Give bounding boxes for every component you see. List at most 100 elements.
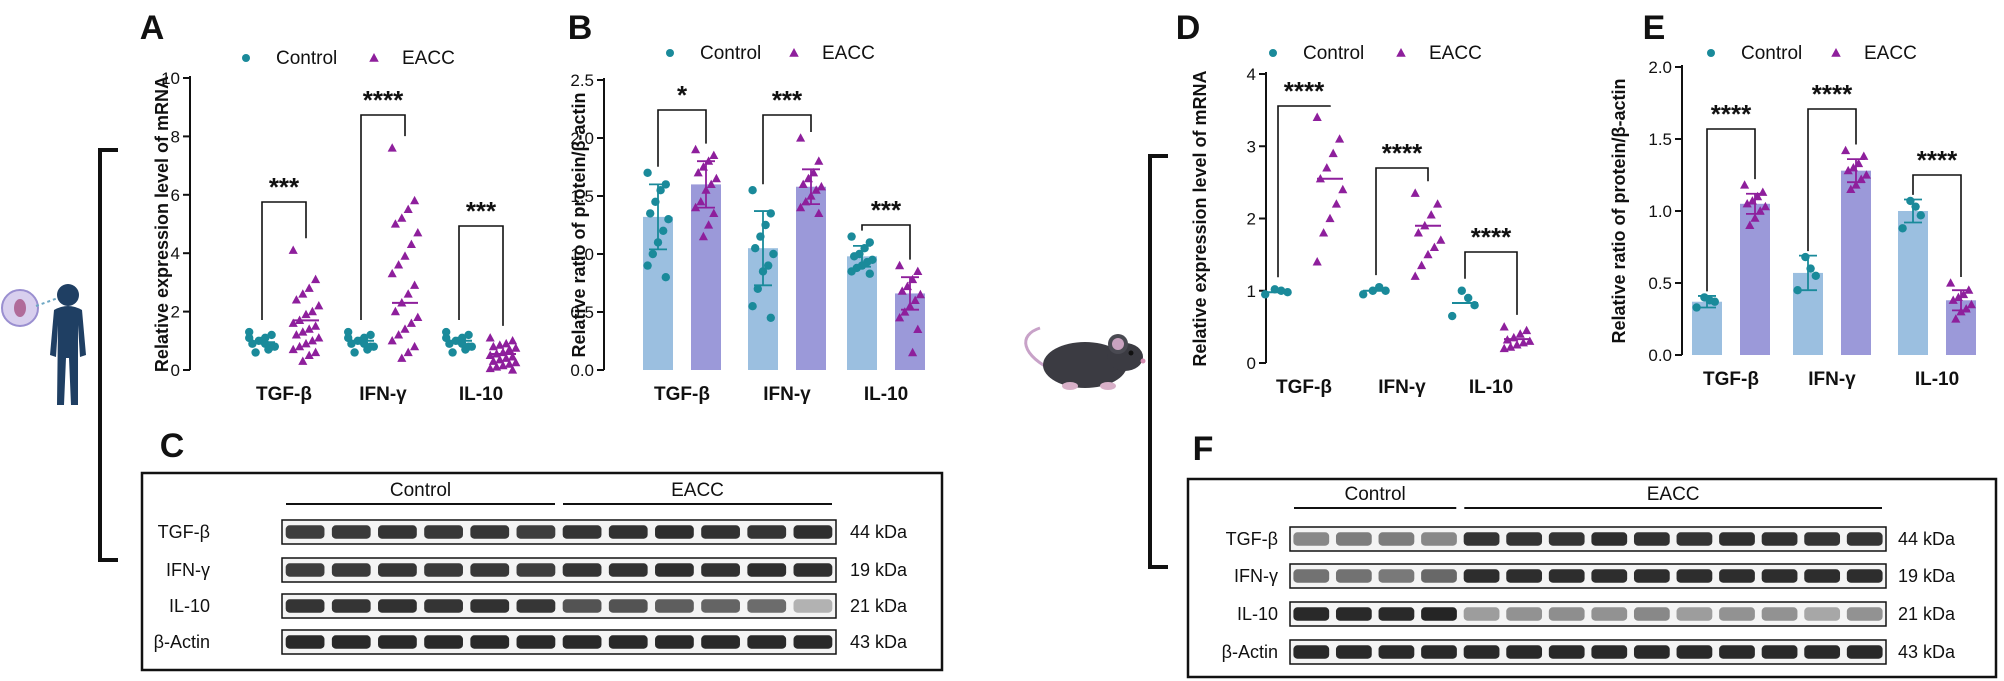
legend-control-marker bbox=[1707, 49, 1715, 57]
data-point-eacc bbox=[1328, 148, 1338, 158]
blot-row-label: TGF-β bbox=[1226, 529, 1278, 549]
data-point-control bbox=[651, 197, 660, 206]
data-point-eacc bbox=[403, 289, 413, 298]
data-point-control bbox=[442, 333, 451, 343]
data-point-eacc bbox=[394, 260, 404, 269]
data-point-eacc bbox=[1951, 314, 1961, 323]
blot-band bbox=[1548, 569, 1585, 583]
data-point-eacc bbox=[895, 313, 905, 322]
blot-band bbox=[747, 563, 787, 577]
blot-band bbox=[1293, 569, 1330, 583]
data-point-eacc bbox=[814, 208, 824, 217]
data-point-eacc bbox=[1861, 170, 1871, 179]
significance-stars: *** bbox=[871, 195, 902, 225]
blot-band bbox=[1463, 645, 1500, 659]
data-point-eacc bbox=[495, 340, 505, 349]
blot-band bbox=[1804, 645, 1841, 659]
data-point-eacc bbox=[511, 343, 521, 352]
blot-band bbox=[1378, 607, 1415, 621]
data-point-eacc bbox=[394, 330, 404, 339]
chart-legend: Control EACC bbox=[1269, 43, 1482, 64]
data-point-eacc bbox=[1854, 158, 1864, 168]
data-point-eacc bbox=[291, 330, 301, 339]
data-point-eacc bbox=[1331, 199, 1341, 208]
significance-stars: **** bbox=[1711, 99, 1752, 129]
data-point-control bbox=[1700, 293, 1709, 302]
data-point-eacc bbox=[1315, 173, 1325, 183]
blot-band bbox=[1846, 607, 1883, 621]
data-point-eacc bbox=[1410, 188, 1420, 197]
blot-band bbox=[1719, 607, 1755, 621]
blot-band bbox=[562, 635, 602, 649]
significance-stars: **** bbox=[1812, 79, 1853, 109]
y-tick-label: 1.5 bbox=[1648, 130, 1672, 149]
blot-band bbox=[1804, 569, 1841, 583]
blot-band bbox=[1506, 607, 1543, 621]
blot-band bbox=[1719, 569, 1755, 583]
y-tick-label: 3 bbox=[1247, 137, 1256, 156]
data-point-eacc bbox=[295, 341, 305, 351]
blot-band bbox=[378, 635, 417, 649]
legend-control-marker bbox=[1269, 49, 1277, 57]
chart-legend: Control EACC bbox=[1707, 43, 1917, 64]
y-tick-label: 6 bbox=[171, 186, 180, 205]
blot-band bbox=[793, 525, 833, 539]
blot-band bbox=[655, 563, 694, 577]
data-point-control bbox=[1916, 211, 1926, 220]
blot-kda-label: 44 kDa bbox=[1898, 529, 1956, 549]
blot-row-label: β-Actin bbox=[1222, 642, 1278, 662]
panel-d-label: D bbox=[1176, 9, 1201, 47]
data-point-eacc bbox=[485, 333, 495, 342]
significance-stars: **** bbox=[363, 85, 404, 115]
data-point-control bbox=[769, 249, 778, 259]
panel-b-chart: B 0.0 0.5 1.0 1.5 2.0 2.5 Relative ratio of pro… bbox=[568, 9, 925, 405]
data-point-control bbox=[1448, 311, 1457, 321]
data-point-control bbox=[1811, 271, 1821, 280]
bar-eacc-0 bbox=[1740, 203, 1770, 355]
bar-eacc-1 bbox=[1841, 170, 1871, 355]
data-point-eacc bbox=[498, 347, 508, 357]
significance-stars: **** bbox=[1382, 138, 1423, 168]
data-point-control bbox=[261, 339, 270, 348]
blot-band bbox=[1633, 607, 1670, 621]
y-tick-label: 2 bbox=[171, 303, 180, 322]
data-point-control bbox=[1270, 285, 1280, 294]
data-point-eacc bbox=[1417, 260, 1427, 270]
data-point-eacc bbox=[1846, 184, 1856, 193]
blot-band bbox=[1719, 532, 1755, 546]
data-point-control bbox=[865, 238, 874, 247]
data-point-eacc bbox=[1956, 307, 1966, 316]
x-category-label: IL-10 bbox=[1469, 377, 1513, 398]
blot-band bbox=[331, 525, 371, 539]
data-point-eacc bbox=[1753, 191, 1763, 201]
data-point-eacc bbox=[508, 336, 518, 345]
data-point-control bbox=[758, 267, 768, 276]
significance-bracket bbox=[1464, 251, 1518, 315]
blot-group-label: Control bbox=[1345, 484, 1406, 505]
y-tick-label: 0 bbox=[1247, 354, 1256, 373]
data-point-eacc bbox=[691, 144, 701, 154]
data-point-eacc bbox=[298, 356, 308, 365]
blot-band bbox=[701, 525, 740, 539]
y-tick-label: 2.0 bbox=[1648, 58, 1672, 77]
data-point-eacc bbox=[295, 315, 305, 324]
data-point-control bbox=[756, 232, 765, 241]
x-category-label: IFN-γ bbox=[1808, 369, 1856, 390]
blot-band bbox=[747, 635, 787, 649]
blot-band bbox=[1335, 532, 1372, 546]
panel-c-western-blot: C Control EACC TGF-β 44 kDa IFN-γ 19 kDa IL-10 2… bbox=[140, 427, 944, 672]
y-tick-label: 1 bbox=[1247, 282, 1256, 301]
blot-band bbox=[608, 563, 648, 577]
data-point-eacc bbox=[895, 260, 905, 270]
data-point-eacc bbox=[1506, 342, 1516, 351]
data-point-eacc bbox=[1499, 322, 1509, 331]
blot-band bbox=[1293, 607, 1330, 621]
blot-group-label: EACC bbox=[671, 480, 724, 501]
data-point-eacc bbox=[908, 274, 918, 284]
data-point-control bbox=[653, 238, 663, 247]
data-point-eacc bbox=[1335, 134, 1345, 143]
data-point-eacc bbox=[1429, 242, 1439, 251]
blot-band bbox=[1463, 607, 1500, 621]
data-point-eacc bbox=[905, 301, 915, 310]
x-category-label: TGF-β bbox=[1703, 369, 1759, 390]
